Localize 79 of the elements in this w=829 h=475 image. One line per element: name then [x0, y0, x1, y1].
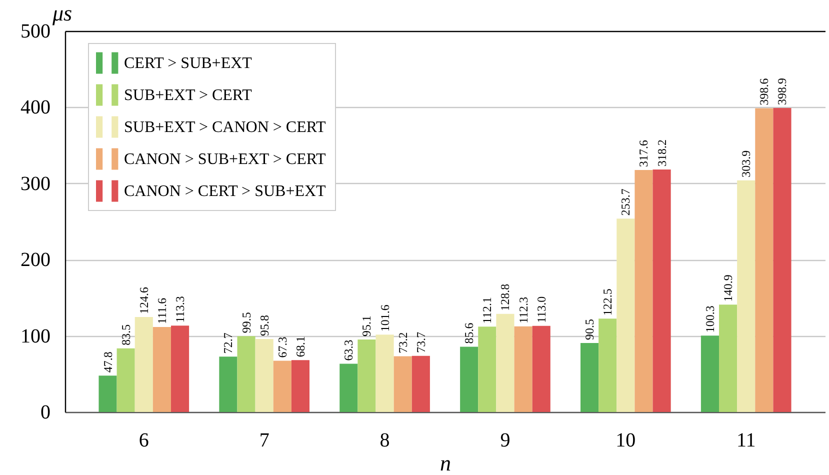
data-label: 73.7	[414, 332, 428, 353]
bar	[719, 304, 738, 412]
bar	[652, 170, 671, 412]
bar	[700, 336, 720, 412]
bar	[514, 326, 532, 412]
bar	[460, 346, 478, 412]
legend-label: SUB+EXT > CANON > CERT	[124, 119, 326, 136]
data-label: 398.9	[775, 78, 790, 106]
data-label: 99.5	[239, 312, 254, 334]
bar	[291, 360, 310, 412]
y-tick-label: 400	[20, 96, 50, 119]
data-label: 112.3	[516, 296, 530, 324]
data-label: 101.6	[378, 304, 392, 332]
y-tick-label: 100	[20, 325, 50, 348]
data-label: 100.3	[702, 306, 717, 333]
bar	[755, 108, 774, 412]
data-label: 95.8	[257, 315, 272, 336]
data-label: 83.5	[118, 324, 133, 346]
bar	[152, 326, 171, 412]
data-label: 253.7	[618, 188, 633, 216]
x-tick-label: 10	[616, 430, 636, 452]
y-tick-label: 200	[20, 249, 50, 272]
bar	[634, 170, 653, 412]
y-tick-label: 500	[20, 20, 50, 42]
bar	[170, 326, 190, 412]
data-label: 113.0	[534, 296, 548, 323]
legend-label: CANON > SUB+EXT > CERT	[124, 151, 326, 168]
data-label: 140.9	[721, 274, 736, 302]
data-label: 122.5	[600, 288, 615, 316]
data-label: 85.6	[462, 322, 476, 344]
data-label: 47.8	[100, 352, 115, 373]
y-axis-title: μs	[52, 0, 72, 26]
y-tick-label: 300	[20, 172, 50, 195]
bar	[496, 314, 514, 412]
data-label: 318.2	[654, 140, 669, 167]
bar	[134, 317, 153, 412]
data-label: 67.3	[275, 336, 290, 358]
data-label: 72.7	[221, 332, 236, 354]
bar	[98, 376, 117, 412]
legend-label: SUB+EXT > CERT	[124, 87, 252, 104]
bar	[237, 336, 256, 412]
bar	[616, 218, 635, 412]
legend-label: CANON > CERT > SUB+EXT	[124, 183, 326, 200]
data-label: 112.1	[480, 297, 494, 324]
y-tick-label: 0	[40, 402, 50, 424]
data-label: 113.3	[173, 296, 188, 323]
data-label: 398.6	[757, 78, 772, 106]
bar	[412, 356, 430, 412]
bar	[340, 364, 358, 412]
data-label: 68.1	[293, 336, 308, 358]
x-tick-label: 9	[500, 430, 510, 452]
bar	[737, 180, 756, 412]
bar	[376, 334, 394, 412]
bar	[598, 318, 617, 412]
data-label: 95.1	[360, 316, 374, 337]
data-label: 124.6	[136, 287, 151, 314]
data-label: 317.6	[636, 140, 651, 167]
x-tick-label: 11	[736, 430, 756, 452]
data-label: 90.5	[582, 319, 597, 340]
x-tick-label: 8	[380, 430, 390, 452]
bar	[358, 340, 376, 412]
bar	[773, 108, 792, 412]
data-label: 303.9	[739, 150, 754, 178]
bar	[255, 339, 274, 412]
x-axis-title: n	[440, 450, 451, 475]
x-tick-label: 7	[259, 430, 270, 452]
legend-label: CERT > SUB+EXT	[124, 55, 252, 72]
bar	[478, 326, 496, 412]
data-label: 63.3	[342, 340, 356, 361]
data-label: 73.2	[396, 332, 410, 354]
data-label: 128.8	[498, 284, 512, 311]
data-label: 111.6	[154, 298, 169, 324]
x-tick-label: 6	[138, 430, 149, 452]
bar	[532, 326, 550, 412]
bar	[116, 348, 135, 412]
bar	[273, 360, 292, 412]
bar	[394, 356, 412, 412]
bar	[580, 343, 599, 412]
bar	[219, 356, 238, 412]
